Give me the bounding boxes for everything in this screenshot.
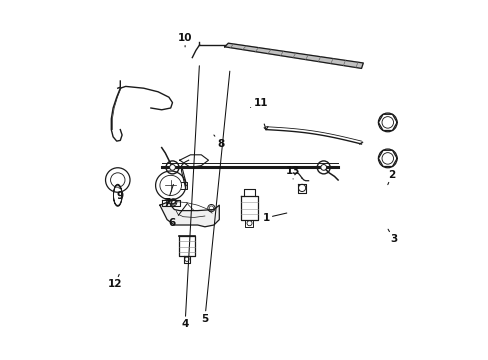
Text: 11: 11 xyxy=(250,98,267,108)
Polygon shape xyxy=(224,43,363,68)
Circle shape xyxy=(320,165,326,170)
Text: 13: 13 xyxy=(285,166,300,179)
Text: 5: 5 xyxy=(201,71,229,324)
Circle shape xyxy=(169,165,175,170)
Text: 2: 2 xyxy=(387,170,395,185)
Text: 1: 1 xyxy=(262,213,286,223)
Text: 12: 12 xyxy=(107,274,122,289)
Text: 10: 10 xyxy=(178,33,192,47)
Text: 4: 4 xyxy=(181,66,199,329)
Text: 7: 7 xyxy=(163,184,173,208)
Text: 6: 6 xyxy=(168,204,186,228)
Polygon shape xyxy=(160,200,219,227)
Text: 8: 8 xyxy=(213,135,224,149)
Text: 3: 3 xyxy=(387,229,397,244)
Text: 9: 9 xyxy=(117,188,123,201)
